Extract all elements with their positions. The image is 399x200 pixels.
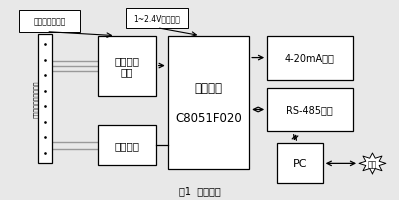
FancyBboxPatch shape xyxy=(98,126,156,166)
Text: 电源电路: 电源电路 xyxy=(115,141,139,151)
Text: 感应式数字水位传感器: 感应式数字水位传感器 xyxy=(34,80,39,118)
FancyBboxPatch shape xyxy=(267,36,353,80)
Text: PC: PC xyxy=(292,159,307,169)
FancyBboxPatch shape xyxy=(19,11,80,32)
Text: 4-20mA输出: 4-20mA输出 xyxy=(285,53,335,63)
Text: 图1  系统框图: 图1 系统框图 xyxy=(179,185,220,195)
FancyBboxPatch shape xyxy=(267,88,353,132)
FancyBboxPatch shape xyxy=(126,9,188,28)
FancyBboxPatch shape xyxy=(98,36,156,96)
Text: 1~2.4V电压信号: 1~2.4V电压信号 xyxy=(133,14,180,23)
Text: 微处理器

C8051F020: 微处理器 C8051F020 xyxy=(175,82,242,124)
Text: 非标准电流信号: 非标准电流信号 xyxy=(33,17,65,26)
FancyBboxPatch shape xyxy=(38,34,52,164)
FancyBboxPatch shape xyxy=(168,36,249,170)
Text: RS-485接口: RS-485接口 xyxy=(286,105,333,115)
Polygon shape xyxy=(359,153,386,174)
Text: 信号调理
电路: 信号调理 电路 xyxy=(115,55,139,77)
FancyBboxPatch shape xyxy=(277,144,323,183)
Text: 网络: 网络 xyxy=(368,159,377,168)
